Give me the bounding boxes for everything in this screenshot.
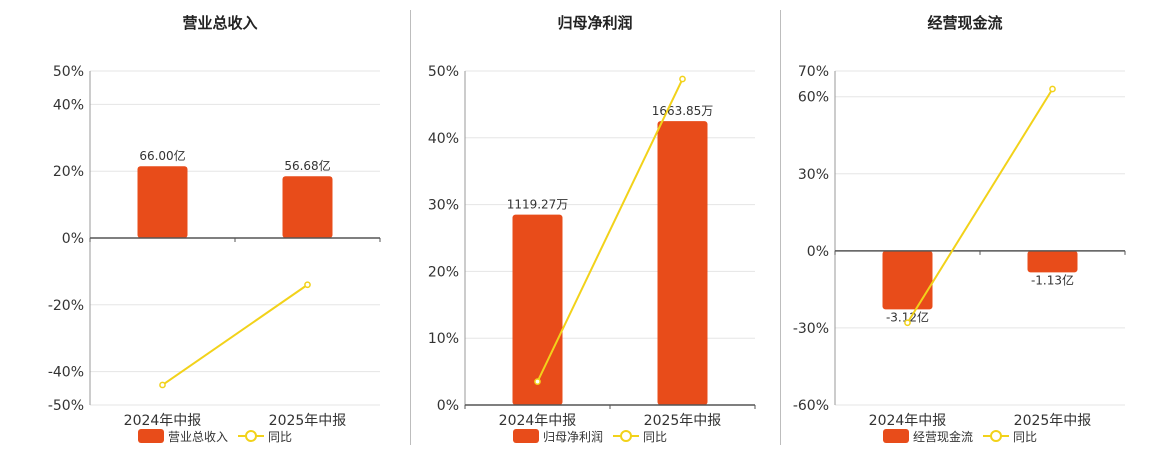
x-tick-label: 2025年中报	[269, 413, 347, 429]
legend-bar-swatch	[513, 429, 539, 443]
bar	[1027, 250, 1078, 273]
legend-line-marker	[620, 430, 632, 442]
legend-bar-label: 归母净利润	[543, 430, 603, 444]
panel-divider	[410, 10, 411, 445]
yoy-point	[534, 378, 541, 385]
legend-bar-label: 营业总收入	[168, 430, 228, 444]
panel-cash-flow: 经营现金流 70% 60% 30% 0% -30% -60% -3.12亿 -1.13亿 2024…	[765, 0, 1135, 450]
y-tick-label: -20%	[48, 298, 84, 314]
bar-data-label: -3.12亿	[886, 309, 929, 324]
y-tick-label: 50%	[53, 64, 84, 80]
panel-net-profit: 归母净利润 50% 40% 30% 20% 10% 0% 1119.27万 1663.85万 20…	[395, 0, 765, 450]
yoy-line	[536, 78, 684, 383]
y-tick-label: 40%	[428, 131, 459, 147]
y-tick-label: 20%	[428, 264, 459, 280]
y-tick-label: 60%	[798, 90, 829, 106]
y-tick-label: -50%	[48, 398, 84, 414]
y-tick-label: 70%	[798, 64, 829, 80]
yoy-line	[906, 88, 1054, 324]
chart-title: 归母净利润	[557, 14, 632, 32]
y-tick-label: -30%	[793, 321, 829, 337]
yoy-point	[904, 319, 911, 327]
x-tick-label: 2024年中报	[124, 413, 202, 429]
bar	[137, 166, 188, 238]
bar-data-label: 1119.27万	[507, 198, 569, 212]
legend-bar-swatch	[883, 429, 909, 443]
bar	[882, 250, 933, 310]
yoy-point	[1049, 85, 1056, 93]
panel-revenue: 营业总收入 50% 40% 20% 0% -20% -40% -50% 66.00亿 56.68亿…	[20, 0, 390, 450]
legend-line-marker	[245, 430, 257, 442]
x-tick-label: 2025年中报	[644, 413, 722, 429]
legend-bar-label: 经营现金流	[913, 429, 973, 444]
chart-title: 经营现金流	[927, 14, 1002, 32]
chart-cash-flow: 经营现金流 70% 60% 30% 0% -30% -60% -3.12亿 -1.13亿 2024…	[793, 14, 1126, 444]
yoy-point	[304, 281, 311, 289]
y-tick-label: 0%	[437, 398, 459, 414]
yoy-line	[161, 283, 309, 386]
y-tick-label: 10%	[428, 331, 459, 347]
legend-bar-swatch	[138, 429, 164, 443]
x-tick-label: 2024年中报	[869, 413, 947, 429]
y-tick-label: 50%	[428, 64, 459, 80]
chart-title: 营业总收入	[182, 14, 257, 32]
y-tick-label: 30%	[428, 198, 459, 214]
bar-data-label: 56.68亿	[284, 158, 330, 173]
y-tick-label: 30%	[798, 167, 829, 183]
y-tick-label: 40%	[53, 97, 84, 113]
x-tick-label: 2025年中报	[1014, 413, 1092, 429]
bar-data-label: 66.00亿	[139, 148, 185, 163]
y-tick-label: -60%	[793, 398, 829, 414]
bar	[512, 214, 563, 405]
y-tick-label: 0%	[62, 231, 84, 247]
x-tick-label: 2024年中报	[499, 413, 577, 429]
bar	[657, 121, 708, 405]
bar-data-label: 1663.85万	[652, 104, 714, 118]
chart-revenue: 营业总收入 50% 40% 20% 0% -20% -40% -50% 66.00亿 56.68亿…	[48, 14, 381, 444]
chart-net-profit: 归母净利润 50% 40% 30% 20% 10% 0% 1119.27万 1663.85万 20…	[428, 14, 756, 444]
bar-data-label: -1.13亿	[1031, 272, 1074, 287]
legend-line-label: 同比	[1013, 430, 1037, 444]
legend-line-marker	[990, 430, 1002, 442]
yoy-point	[159, 381, 166, 389]
legend-line-label: 同比	[643, 430, 667, 444]
y-tick-label: 0%	[807, 244, 829, 260]
bar	[282, 176, 333, 238]
y-tick-label: 20%	[53, 164, 84, 180]
panel-divider	[780, 10, 781, 445]
y-tick-label: -40%	[48, 365, 84, 381]
yoy-point	[679, 75, 686, 83]
legend-line-label: 同比	[268, 430, 292, 444]
